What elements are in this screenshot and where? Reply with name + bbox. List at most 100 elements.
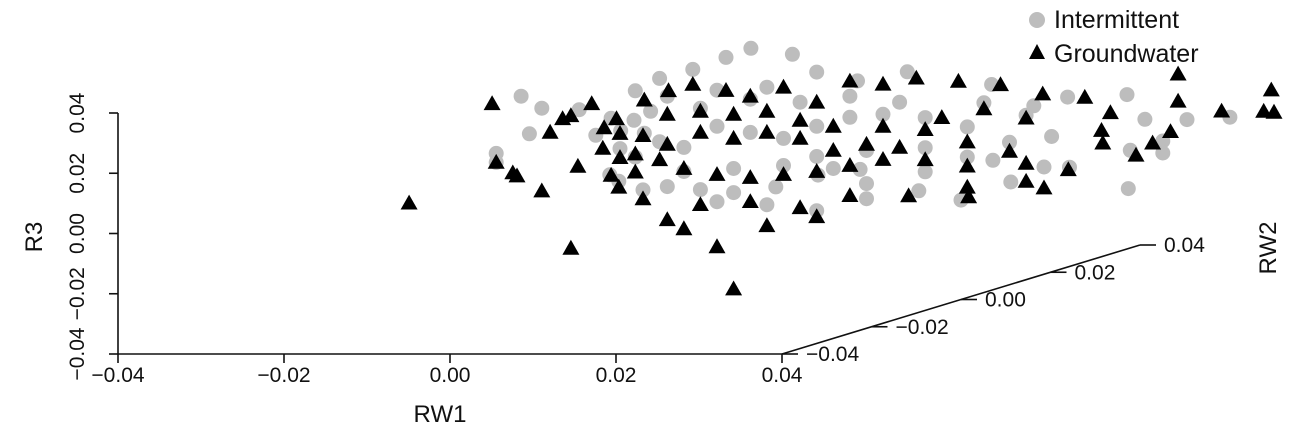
groundwater-point [841, 157, 859, 172]
intermittent-point [768, 179, 784, 195]
groundwater-point [891, 138, 909, 154]
groundwater-point [791, 199, 809, 215]
groundwater-point [611, 125, 629, 140]
groundwater-point [400, 194, 418, 210]
intermittent-point [635, 182, 651, 198]
z-tick-label: 0.00 [66, 213, 89, 254]
groundwater-point [874, 117, 892, 133]
intermittent-point [892, 94, 908, 110]
intermittent-point [726, 185, 742, 201]
groundwater-point [611, 149, 629, 164]
legend-intermittent-marker [1029, 12, 1045, 28]
groundwater-point [1094, 134, 1112, 150]
intermittent-point [842, 88, 858, 104]
groundwater-point [916, 151, 934, 167]
groundwater-point [960, 188, 978, 204]
groundwater-point [958, 178, 976, 194]
groundwater-point [741, 193, 759, 208]
groundwater-point [725, 129, 743, 145]
groundwater-point [725, 105, 743, 121]
groundwater-point [824, 142, 842, 157]
groundwater-point [626, 163, 644, 179]
intermittent-point [809, 149, 825, 164]
intermittent-point [626, 112, 642, 128]
groundwater-point [691, 196, 709, 211]
y-tick-label: 0.04 [1164, 234, 1205, 257]
groundwater-point [1169, 65, 1187, 81]
x-tick-label: 0.02 [596, 364, 637, 387]
groundwater-point [1169, 92, 1187, 108]
groundwater-point [675, 220, 693, 236]
groundwater-point [1255, 102, 1273, 118]
intermittent-point [759, 197, 775, 213]
groundwater-point [487, 153, 505, 169]
groundwater-point [658, 211, 676, 227]
groundwater-point [1127, 146, 1145, 162]
groundwater-point [741, 87, 759, 103]
intermittent-point [685, 61, 701, 77]
groundwater-point [1262, 81, 1280, 97]
y-tick-label: −0.02 [896, 316, 949, 339]
groundwater-point [907, 69, 925, 85]
legend-groundwater-marker [1029, 44, 1045, 59]
intermittent-point [513, 88, 529, 104]
groundwater-point [725, 280, 743, 296]
x-axis-title: RW1 [414, 401, 467, 428]
intermittent-point [899, 64, 915, 80]
groundwater-point [634, 127, 652, 142]
intermittent-point [709, 118, 725, 134]
groundwater-point [651, 151, 669, 167]
groundwater-point [541, 123, 559, 139]
groundwater-point [958, 133, 976, 149]
intermittent-point [1002, 134, 1017, 150]
intermittent-point [809, 64, 825, 80]
intermittent-point [1119, 87, 1135, 103]
groundwater-point [824, 117, 842, 133]
intermittent-point [521, 126, 537, 142]
y-tick-label: −0.04 [806, 343, 859, 366]
intermittent-point [692, 182, 708, 198]
groundwater-point [1265, 103, 1283, 119]
groundwater-point [675, 160, 693, 175]
groundwater-point [562, 239, 580, 255]
y-tick-label: 0.02 [1075, 261, 1116, 284]
groundwater-point [635, 91, 653, 107]
intermittent-point [742, 124, 758, 140]
intermittent-point [1060, 89, 1076, 105]
intermittent-point [1137, 111, 1153, 127]
groundwater-point [1001, 142, 1018, 158]
groundwater-point [583, 95, 601, 111]
groundwater-point [949, 72, 967, 88]
groundwater-point [660, 82, 677, 98]
groundwater-point [1213, 102, 1231, 118]
groundwater-point [1034, 85, 1052, 101]
intermittent-point [852, 161, 868, 177]
groundwater-point [595, 119, 613, 135]
series-groundwater [400, 65, 1283, 296]
intermittent-point [776, 158, 791, 173]
groundwater-point [1101, 104, 1119, 120]
groundwater-point [900, 187, 918, 203]
z-axis-title: R3 [21, 222, 48, 253]
groundwater-point [608, 110, 625, 126]
intermittent-point [784, 46, 800, 62]
legend: Intermittent Groundwater [1029, 6, 1199, 68]
groundwater-point [594, 139, 612, 155]
intermittent-point [959, 149, 975, 165]
intermittent-point [534, 100, 550, 116]
intermittent-point [792, 94, 808, 110]
groundwater-point [874, 75, 892, 91]
groundwater-point [708, 238, 726, 254]
groundwater-point [933, 109, 951, 124]
groundwater-point [791, 129, 809, 145]
intermittent-point [917, 164, 933, 180]
intermittent-point [859, 191, 874, 207]
intermittent-point [875, 106, 891, 122]
intermittent-point [1120, 181, 1136, 197]
intermittent-point [571, 102, 587, 118]
y-axis-title: RW2 [1255, 222, 1282, 275]
x-tick-label: 0.00 [430, 364, 471, 387]
intermittent-point [612, 141, 628, 157]
groundwater-point [717, 82, 735, 97]
